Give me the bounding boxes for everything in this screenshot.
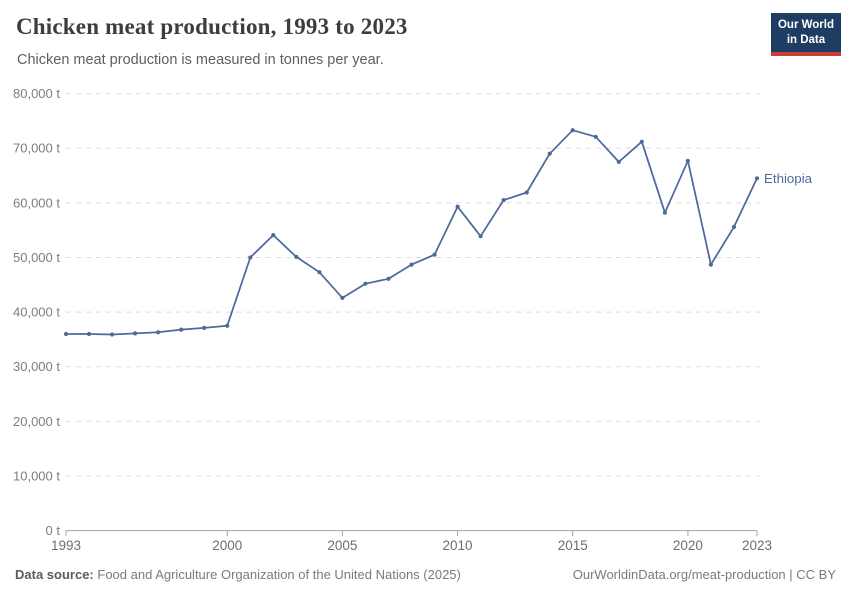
- x-tick-label: 1993: [51, 538, 81, 553]
- data-point[interactable]: [317, 270, 322, 275]
- x-tick-label: 2005: [327, 538, 357, 553]
- data-source-text: Food and Agriculture Organization of the…: [97, 567, 461, 582]
- data-line[interactable]: [65, 129, 758, 336]
- data-point[interactable]: [179, 327, 184, 332]
- y-tick-label: 30,000 t: [13, 359, 60, 374]
- y-tick-label: 80,000 t: [13, 86, 60, 101]
- data-point[interactable]: [409, 262, 414, 267]
- data-point[interactable]: [501, 198, 506, 203]
- data-point[interactable]: [685, 158, 691, 163]
- y-tick-label: 50,000 t: [13, 250, 60, 265]
- attribution: OurWorldinData.org/meat-production | CC …: [572, 567, 836, 582]
- x-tick-label: 2020: [673, 538, 703, 553]
- data-point[interactable]: [248, 255, 253, 260]
- data-point[interactable]: [156, 330, 161, 335]
- data-point[interactable]: [225, 323, 230, 328]
- owid-logo-line1: Our World: [777, 19, 834, 31]
- data-point[interactable]: [63, 331, 69, 337]
- data-point[interactable]: [754, 176, 760, 181]
- data-point[interactable]: [662, 210, 668, 215]
- data-point[interactable]: [432, 252, 437, 257]
- y-tick-label: 10,000 t: [13, 468, 60, 483]
- data-point[interactable]: [294, 254, 299, 259]
- data-point[interactable]: [708, 262, 714, 267]
- chart-subtitle: Chicken meat production is measured in t…: [17, 52, 384, 68]
- data-point[interactable]: [86, 331, 92, 337]
- y-tick-label: 40,000 t: [13, 305, 60, 320]
- y-tick-label: 0 t: [46, 523, 61, 538]
- data-point[interactable]: [547, 151, 552, 156]
- data-point[interactable]: [524, 190, 529, 195]
- x-tick-label: 2010: [443, 538, 473, 553]
- owid-logo-line2: in Data: [786, 33, 826, 46]
- y-tick-label: 20,000 t: [13, 414, 60, 429]
- data-point[interactable]: [639, 139, 644, 144]
- data-source-label: Data source:: [15, 567, 94, 582]
- page-title: Chicken meat production, 1993 to 2023: [16, 14, 408, 39]
- data-point[interactable]: [386, 276, 391, 281]
- x-tick-label: 2015: [558, 538, 588, 553]
- data-point[interactable]: [478, 234, 483, 239]
- chart-footer: Data source: Food and Agriculture Organi…: [15, 567, 836, 582]
- data-point[interactable]: [271, 233, 276, 238]
- y-tick-label: 70,000 t: [13, 141, 60, 156]
- x-tick-label: 2023: [742, 538, 772, 553]
- data-point[interactable]: [593, 134, 598, 139]
- data-point[interactable]: [340, 295, 345, 300]
- data-point[interactable]: [110, 332, 115, 337]
- data-source: Data source: Food and Agriculture Organi…: [15, 567, 461, 582]
- data-point[interactable]: [133, 331, 138, 336]
- owid-logo: Our World in Data: [770, 13, 841, 56]
- x-tick-label: 2000: [212, 538, 242, 553]
- data-point[interactable]: [455, 204, 460, 209]
- entity-label[interactable]: Ethiopia: [764, 171, 813, 186]
- data-point[interactable]: [202, 325, 207, 330]
- data-point[interactable]: [731, 224, 737, 229]
- data-point[interactable]: [616, 159, 621, 164]
- data-point[interactable]: [363, 281, 368, 286]
- data-point[interactable]: [570, 128, 575, 133]
- y-tick-label: 60,000 t: [13, 195, 60, 210]
